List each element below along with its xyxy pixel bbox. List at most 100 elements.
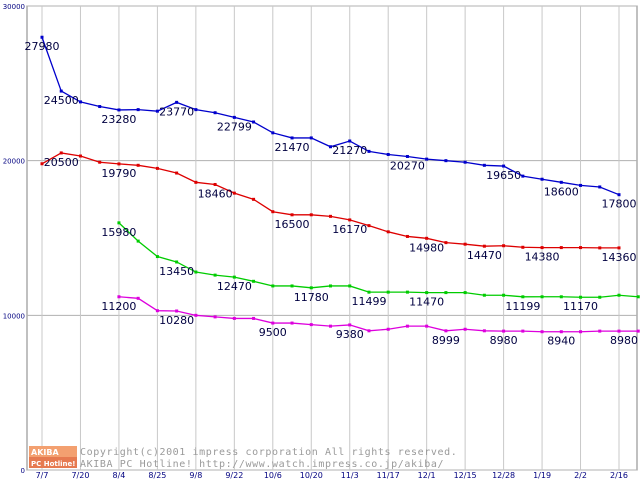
data-point	[463, 327, 467, 331]
data-point	[579, 330, 583, 334]
chart-series	[40, 35, 640, 334]
x-tick-label: 12/15	[454, 471, 477, 480]
data-point	[194, 180, 198, 184]
data-point	[329, 284, 332, 288]
data-point	[40, 35, 44, 39]
x-tick-label: 2/16	[610, 471, 628, 480]
logo-line1: AKIBA	[31, 448, 59, 457]
data-point	[559, 246, 563, 250]
data-point	[348, 323, 352, 327]
akiba-logo: AKIBA PC Hotline!	[29, 446, 77, 468]
data-point	[78, 154, 82, 158]
x-tick-label: 7/20	[71, 471, 89, 480]
data-label: 27980	[25, 40, 60, 53]
data-point	[136, 296, 140, 300]
data-point	[521, 295, 525, 299]
series-line	[118, 296, 639, 333]
x-tick-label: 9/8	[189, 471, 202, 480]
data-point	[329, 214, 332, 218]
logo-line2: PC Hotline!	[31, 460, 75, 468]
data-label: 18600	[544, 185, 579, 198]
data-point	[540, 330, 544, 334]
data-point	[598, 329, 602, 333]
data-point	[98, 160, 102, 164]
y-tick-label: 0	[21, 467, 25, 475]
data-point	[59, 151, 63, 155]
data-point	[252, 120, 256, 124]
data-point	[155, 309, 159, 313]
data-point	[117, 221, 121, 225]
data-label: 23770	[159, 105, 194, 118]
data-point	[290, 284, 294, 288]
data-label: 14980	[409, 241, 444, 254]
data-label: 14380	[525, 251, 560, 264]
data-point	[117, 108, 121, 112]
data-point	[425, 291, 429, 295]
data-label: 11200	[101, 300, 136, 313]
data-point	[367, 329, 371, 333]
x-axis-ticks: 7/7 7/20 8/4 8/25 9/8 9/22 10/6 10/20 11/3 11/17 1…	[36, 471, 628, 480]
data-label: 19650	[486, 169, 521, 182]
x-tick-label: 2/2	[574, 471, 587, 480]
data-label: 11780	[294, 291, 329, 304]
data-point	[290, 136, 294, 140]
data-point	[194, 270, 198, 274]
data-point	[348, 139, 352, 143]
y-tick-label: 10000	[3, 312, 25, 320]
x-tick-label: 9/22	[225, 471, 243, 480]
data-point	[155, 166, 159, 170]
data-label: 17800	[602, 198, 637, 211]
data-point	[482, 163, 486, 167]
data-point	[348, 218, 352, 222]
data-point	[444, 291, 448, 295]
data-point	[502, 293, 506, 297]
data-label: 18460	[198, 187, 233, 200]
data-point	[386, 152, 390, 156]
data-point	[579, 295, 583, 299]
data-label: 8980	[610, 334, 638, 347]
data-point	[136, 239, 140, 243]
data-point	[175, 260, 179, 264]
data-point	[502, 329, 506, 333]
data-label: 16170	[332, 223, 367, 236]
data-point	[482, 293, 486, 297]
data-label: 11170	[563, 300, 598, 313]
data-point	[309, 323, 313, 327]
data-label: 12470	[217, 280, 252, 293]
data-point	[252, 197, 256, 201]
data-point	[175, 309, 179, 313]
data-label: 11199	[505, 300, 540, 313]
data-point	[598, 246, 602, 250]
data-point	[405, 290, 409, 294]
data-point	[521, 245, 525, 249]
copyright-line2: AKIBA PC Hotline! http://www.watch.impre…	[80, 459, 444, 470]
data-point	[252, 316, 256, 320]
data-point	[482, 244, 486, 248]
data-point	[598, 295, 602, 299]
data-point	[559, 330, 563, 334]
data-point	[290, 321, 294, 325]
data-point	[502, 164, 506, 168]
data-point	[194, 108, 198, 112]
data-point	[559, 180, 563, 184]
data-point	[617, 246, 621, 250]
data-point	[521, 329, 525, 333]
data-label: 21470	[275, 141, 310, 154]
data-point	[232, 275, 236, 279]
data-point	[559, 295, 563, 299]
x-tick-label: 12/1	[418, 471, 436, 480]
data-point	[617, 329, 621, 333]
data-point	[155, 255, 159, 259]
data-point	[444, 159, 448, 163]
data-point	[463, 291, 467, 295]
x-tick-label: 8/25	[148, 471, 166, 480]
data-point	[290, 213, 294, 217]
data-label: 20500	[44, 156, 79, 169]
data-point	[636, 295, 640, 299]
series-line	[118, 222, 639, 298]
x-tick-label: 8/4	[112, 471, 125, 480]
data-point	[213, 111, 217, 115]
data-labels: 27980 24500 23280 23770 22799 21470 21270 20270…	[25, 40, 639, 347]
chart-grid	[26, 5, 638, 471]
